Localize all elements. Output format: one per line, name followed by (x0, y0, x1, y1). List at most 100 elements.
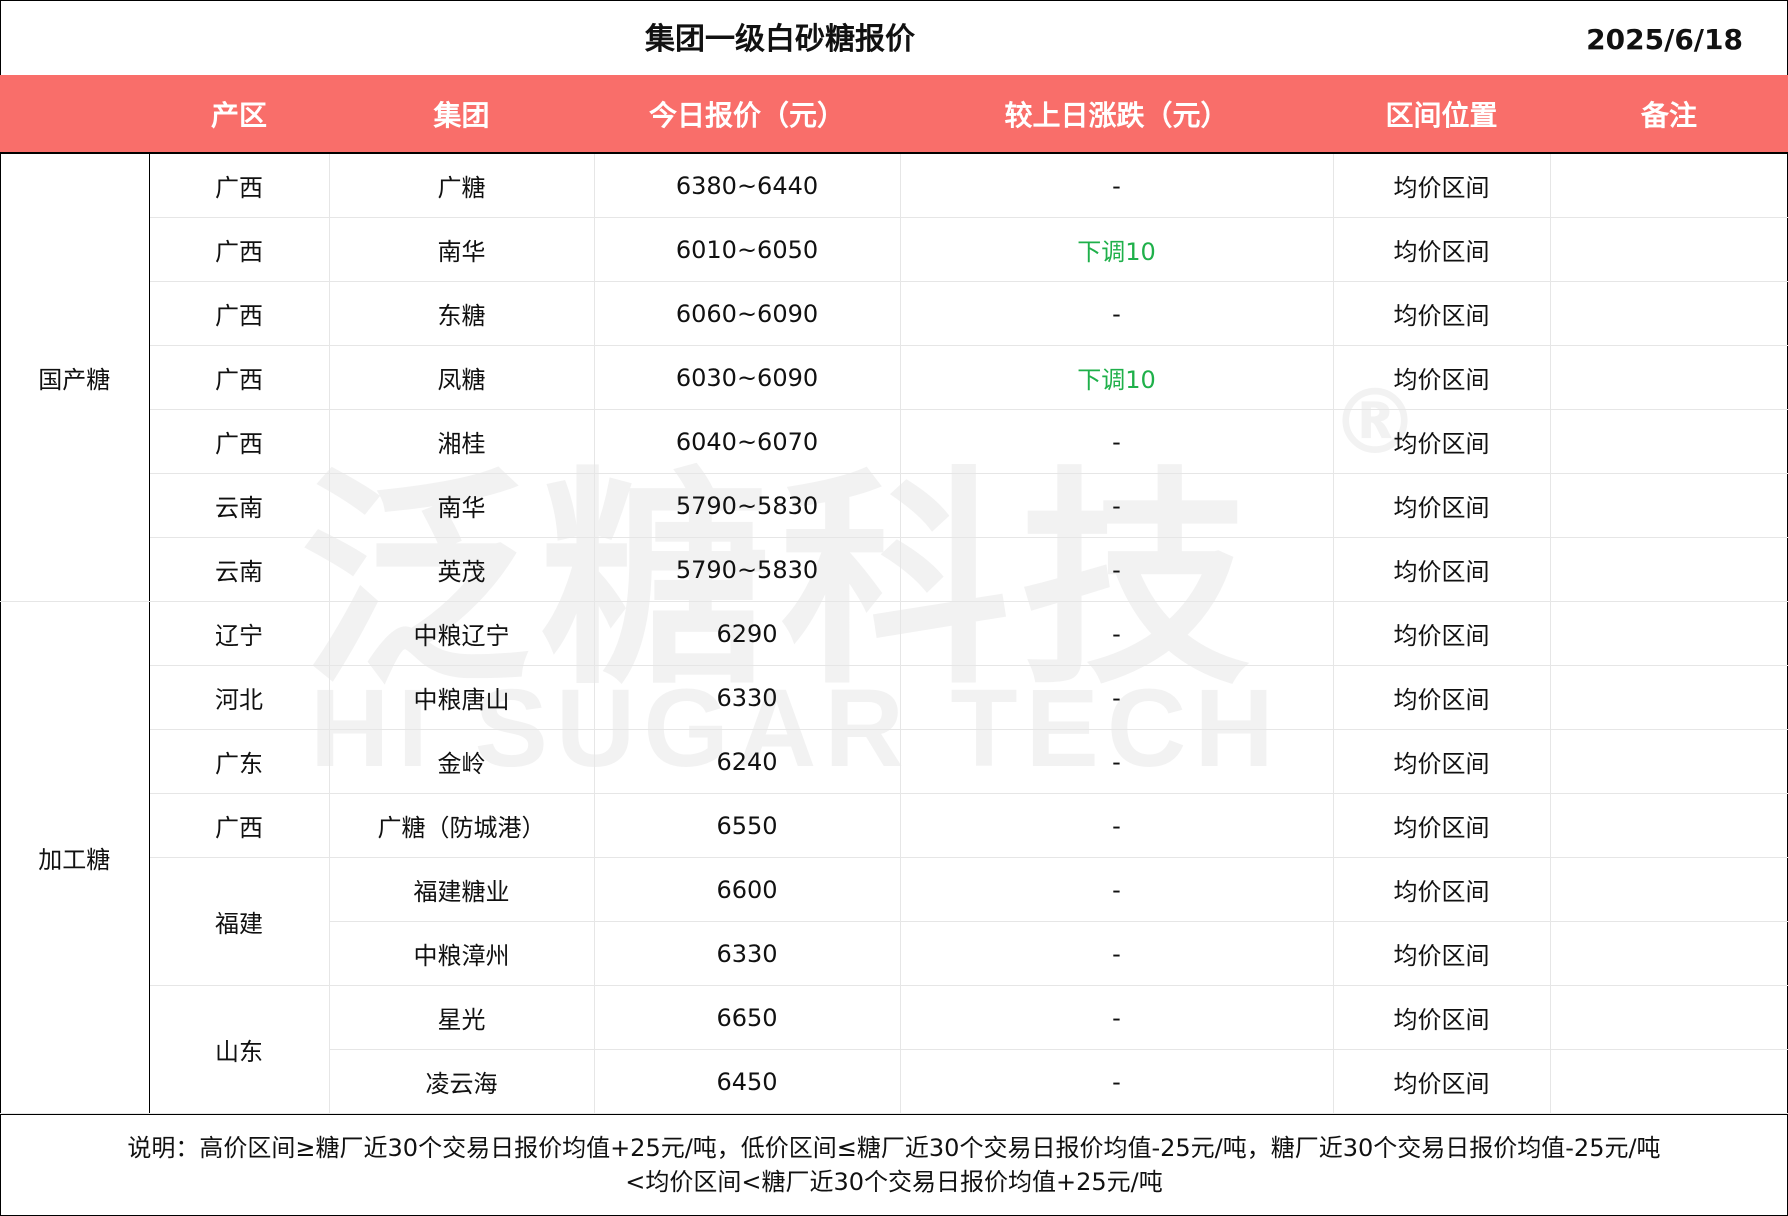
change-cell: - (899, 985, 1334, 1050)
group-cell: 广糖（防城港） (328, 793, 595, 858)
group-cell: 金岭 (328, 729, 595, 794)
change-cell: - (899, 601, 1334, 666)
header-note: 备注 (1550, 75, 1788, 154)
group-cell: 福建糖业 (328, 857, 595, 922)
note-cell (1549, 665, 1788, 730)
region-cell: 云南 (148, 537, 330, 602)
region-cell: 云南 (148, 473, 330, 538)
table-row: 广西 广糖（防城港） 6550- 均价区间 (0, 793, 1788, 858)
table-row: 云南 南华 5790~5830- 均价区间 (0, 473, 1788, 538)
change-cell: - (899, 1049, 1334, 1114)
price-cell: 6040~6070 (593, 409, 901, 474)
region-cell: 山东 (148, 985, 330, 1114)
table-row: 福建 福建糖业 6600- 均价区间 (0, 857, 1788, 986)
header-region: 产区 (149, 75, 329, 154)
note-cell (1549, 409, 1788, 474)
note-cell (1549, 217, 1788, 282)
position-cell: 均价区间 (1332, 793, 1551, 858)
price-table: 产区 集团 今日报价（元） 较上日涨跌（元） 区间位置 备注 国产糖 广西 广糖 63… (0, 75, 1788, 1114)
change-cell: - (899, 793, 1334, 858)
group-cell: 星光 (328, 985, 595, 1050)
table-row: 广西 南华 6010~6050 下调10 均价区间 (0, 217, 1788, 282)
region-cell: 广西 (148, 409, 330, 474)
position-cell: 均价区间 (1332, 857, 1551, 922)
group-cell: 中粮唐山 (328, 665, 595, 730)
change-cell: - (899, 729, 1334, 794)
category-cell: 加工糖 (0, 601, 150, 1114)
change-cell: - (899, 281, 1334, 346)
footnote-line-1: 说明：高价区间≥糖厂近30个交易日报价均值+25元/吨，低价区间≤糖厂近30个交… (127, 1134, 1661, 1162)
position-cell: 均价区间 (1332, 152, 1551, 218)
price-cell: 6060~6090 (593, 281, 901, 346)
note-cell (1549, 601, 1788, 666)
region-cell: 广东 (148, 729, 330, 794)
region-cell: 广西 (148, 345, 330, 410)
price-cell: 6290 (593, 601, 901, 666)
note-cell (1549, 473, 1788, 538)
table-row: 加工糖 辽宁 中粮辽宁 6290- 均价区间 (0, 601, 1788, 1114)
group-cell: 英茂 (328, 537, 595, 602)
table-row: 广东 金岭 6240- 均价区间 (0, 729, 1788, 794)
change-cell: 下调10 (899, 217, 1334, 282)
change-cell: - (899, 409, 1334, 474)
price-cell: 6550 (593, 793, 901, 858)
position-cell: 均价区间 (1332, 409, 1551, 474)
table-row: 广西 东糖 6060~6090- 均价区间 (0, 281, 1788, 346)
position-cell: 均价区间 (1332, 921, 1551, 986)
change-cell: - (899, 152, 1334, 218)
group-cell: 凌云海 (328, 1049, 595, 1114)
header-row: 产区 集团 今日报价（元） 较上日涨跌（元） 区间位置 备注 (0, 75, 1788, 154)
change-cell: - (899, 857, 1334, 922)
header-position: 区间位置 (1333, 75, 1550, 154)
table-row: 云南 英茂 5790~5830- 均价区间 (0, 537, 1788, 602)
change-cell: 下调10 (899, 345, 1334, 410)
header-price: 今日报价（元） (594, 75, 900, 154)
change-cell: - (899, 665, 1334, 730)
note-cell (1549, 729, 1788, 794)
header-change: 较上日涨跌（元） (900, 75, 1333, 154)
table-row: 广西 湘桂 6040~6070- 均价区间 (0, 409, 1788, 474)
price-cell: 6600 (593, 857, 901, 922)
position-cell: 均价区间 (1332, 985, 1551, 1050)
price-cell: 6330 (593, 665, 901, 730)
page-title: 集团一级白砂糖报价 (645, 22, 915, 57)
table-row: 广西 凤糖 6030~6090 下调10 均价区间 (0, 345, 1788, 410)
group-cell: 中粮漳州 (328, 921, 595, 986)
group-cell: 中粮辽宁 (328, 601, 595, 666)
position-cell: 均价区间 (1332, 601, 1551, 666)
group-cell: 东糖 (328, 281, 595, 346)
position-cell: 均价区间 (1332, 1049, 1551, 1114)
price-cell: 6650 (593, 985, 901, 1050)
price-cell: 6330 (593, 921, 901, 986)
note-cell (1549, 1049, 1788, 1114)
note-cell (1549, 985, 1788, 1050)
group-cell: 凤糖 (328, 345, 595, 410)
table-row: 国产糖 广西 广糖 6380~6440- 均价区间 (0, 152, 1788, 602)
position-cell: 均价区间 (1332, 217, 1551, 282)
header-group: 集团 (329, 75, 594, 154)
header-category (0, 75, 149, 154)
region-cell: 广西 (148, 793, 330, 858)
region-cell: 广西 (148, 217, 330, 282)
group-cell: 南华 (328, 473, 595, 538)
group-cell: 广糖 (328, 152, 595, 218)
price-cell: 6380~6440 (593, 152, 901, 218)
price-cell: 6240 (593, 729, 901, 794)
footnote-line-2: <均价区间<糖厂近30个交易日报价均值+25元/吨 (625, 1168, 1163, 1196)
region-cell: 辽宁 (148, 601, 330, 666)
region-cell: 广西 (148, 281, 330, 346)
note-cell (1549, 921, 1788, 986)
price-cell: 6010~6050 (593, 217, 901, 282)
price-cell: 6030~6090 (593, 345, 901, 410)
price-cell: 5790~5830 (593, 537, 901, 602)
footnote: 说明：高价区间≥糖厂近30个交易日报价均值+25元/吨，低价区间≤糖厂近30个交… (0, 1114, 1788, 1214)
report-date: 2025/6/18 (1586, 23, 1743, 56)
position-cell: 均价区间 (1332, 729, 1551, 794)
position-cell: 均价区间 (1332, 665, 1551, 730)
position-cell: 均价区间 (1332, 537, 1551, 602)
group-cell: 南华 (328, 217, 595, 282)
note-cell (1549, 857, 1788, 922)
position-cell: 均价区间 (1332, 281, 1551, 346)
note-cell (1549, 281, 1788, 346)
region-cell: 广西 (148, 152, 330, 218)
